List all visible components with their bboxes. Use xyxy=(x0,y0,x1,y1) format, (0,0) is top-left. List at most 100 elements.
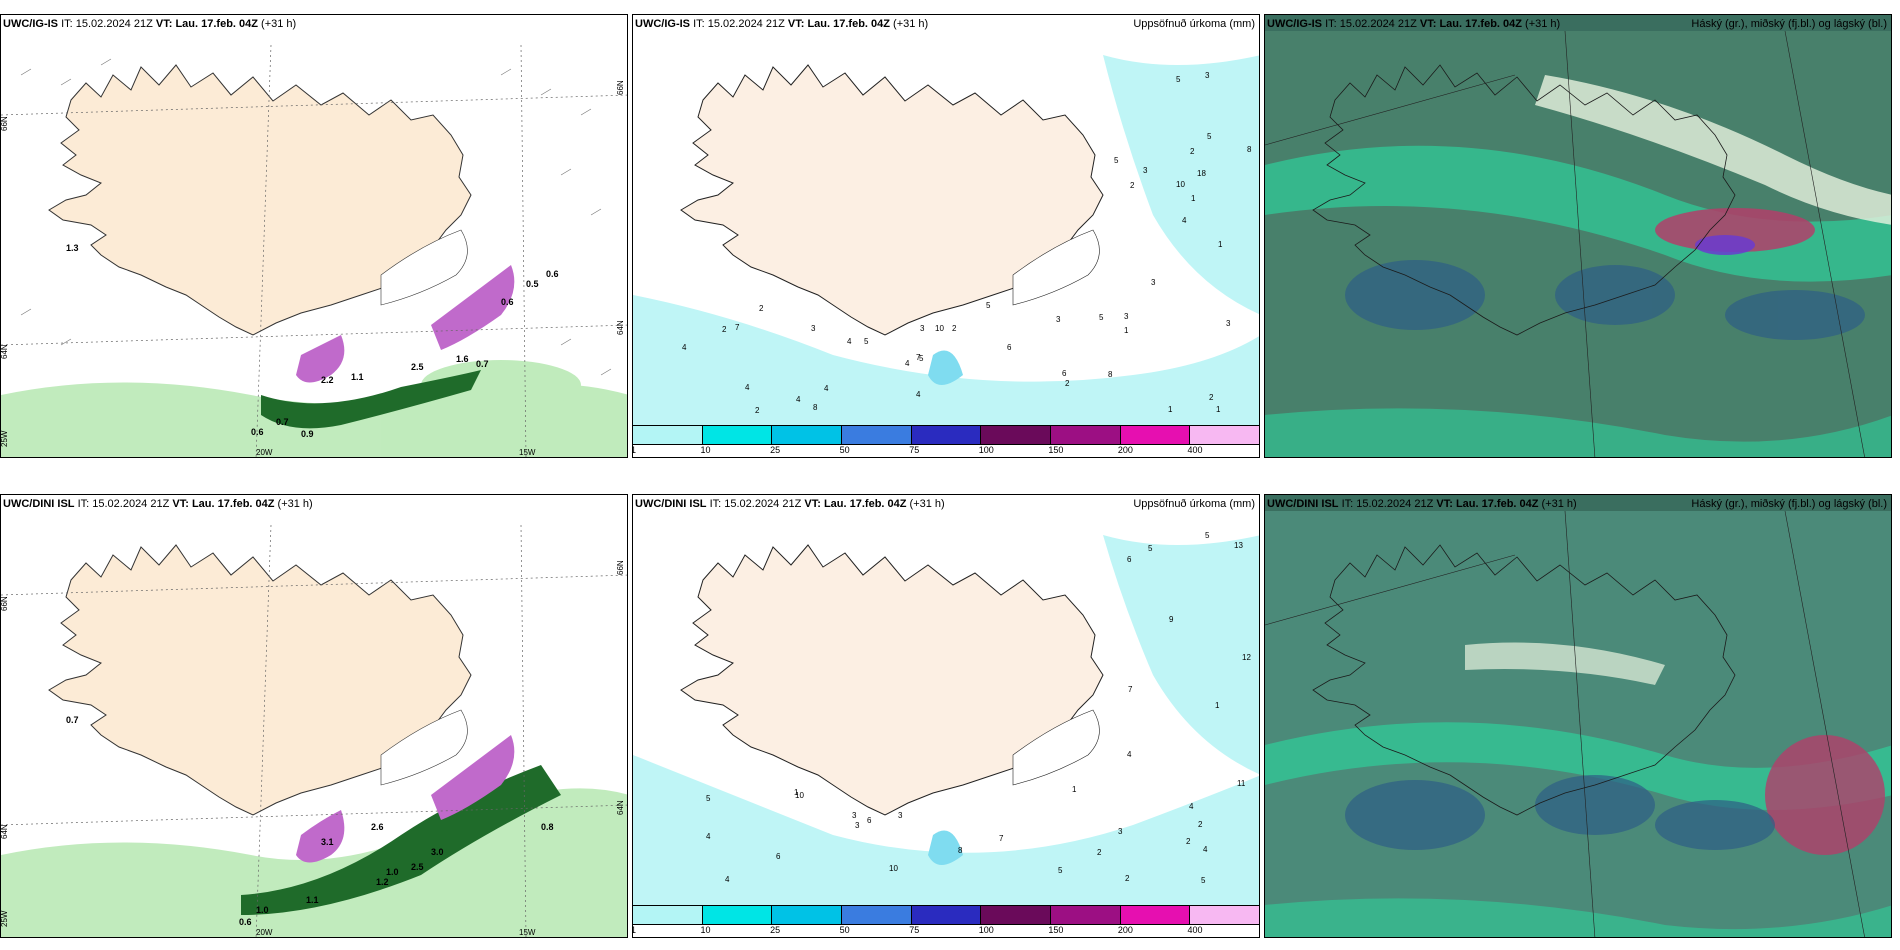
precip-value: 6 xyxy=(1007,343,1012,352)
precip-value: 2 xyxy=(952,324,957,333)
panel-wind-dini: UWC/DINI ISL IT: 15.02.2024 21Z VT: Lau.… xyxy=(0,494,628,938)
wind-value: 0.6 xyxy=(251,427,264,437)
colorbar-label: 10 xyxy=(700,445,711,455)
precip-map: 4253643231212345232451410188754687410353… xyxy=(633,55,1259,429)
colorbar-swatch xyxy=(981,426,1052,444)
wind-value: 0.9 xyxy=(301,429,314,439)
precip-value: 2 xyxy=(1065,379,1070,388)
cloud-map xyxy=(1265,30,1891,457)
precip-value: 4 xyxy=(1182,216,1187,225)
precip-value: 4 xyxy=(796,395,801,404)
wind-value: 0.7 xyxy=(66,715,79,725)
colorbar-labels: 1 10 25 50 75 100 150 200 400 xyxy=(633,445,1259,457)
precip-value: 5 xyxy=(1201,876,1206,885)
precip-value: 4 xyxy=(1127,750,1132,759)
panel-title: UWC/IG-IS IT: 15.02.2024 21Z VT: Lau. 17… xyxy=(3,18,297,30)
precip-value: 7 xyxy=(916,353,921,362)
precip-value: 2 xyxy=(1097,848,1102,857)
precip-value: 6 xyxy=(867,816,872,825)
precip-value: 3 xyxy=(852,811,857,820)
colorbar-labels: 1 10 25 50 75 100 150 200 400 xyxy=(633,925,1259,937)
panel-right-title: Háský (gr.), miðský (fj.bl.) og lágský (… xyxy=(1691,18,1887,30)
precip-value: 10 xyxy=(795,791,804,800)
precip-value: 2 xyxy=(1186,837,1191,846)
precip-value: 2 xyxy=(755,406,760,415)
precip-value: 5 xyxy=(1205,531,1210,540)
precip-value: 3 xyxy=(1124,312,1129,321)
colorbar-label: 25 xyxy=(770,445,781,455)
colorbar-swatch xyxy=(1051,906,1121,924)
lat-label: 64N xyxy=(1,344,9,359)
colorbar-swatch xyxy=(1051,426,1121,444)
precip-value: 3 xyxy=(1226,319,1231,328)
precip-value: 4 xyxy=(706,832,711,841)
precip-value: 4 xyxy=(905,359,910,368)
panel-title: UWC/DINI ISL IT: 15.02.2024 21Z VT: Lau.… xyxy=(635,498,945,510)
precip-value: 1 xyxy=(1168,405,1173,414)
colorbar-swatch xyxy=(911,426,982,444)
wind-map: 66N 64N 25W 20W 15W 66N 64N 1.3 0.7 0.6 … xyxy=(1,44,627,457)
wind-value: 0.6 xyxy=(501,297,514,307)
precip-value: 1 xyxy=(1216,405,1221,414)
panel-right-title: Uppsöfnuð úrkoma (mm) xyxy=(1133,498,1255,510)
precip-value: 8 xyxy=(813,403,818,412)
wind-value: 3.1 xyxy=(321,837,334,847)
precip-value: 4 xyxy=(824,384,829,393)
precip-value: 4 xyxy=(745,383,750,392)
panel-right-title: Háský (gr.), miðský (fj.bl.) og lágský (… xyxy=(1691,498,1887,510)
lon-label: 15W xyxy=(519,448,536,457)
colorbar-label: 150 xyxy=(1048,925,1064,935)
corner-label: 25W xyxy=(1,910,9,927)
precip-value: 5 xyxy=(706,794,711,803)
precip-value: 2 xyxy=(1125,874,1130,883)
precip-value: 1 xyxy=(1218,240,1223,249)
colorbar-label: 200 xyxy=(1117,925,1133,935)
precip-value: 5 xyxy=(1099,313,1104,322)
precip-value: 3 xyxy=(1056,315,1061,324)
colorbar-swatch xyxy=(1120,426,1191,444)
panel-title: UWC/IG-IS IT: 15.02.2024 21Z VT: Lau. 17… xyxy=(635,18,929,30)
colorbar-label: 75 xyxy=(909,925,920,935)
wind-value: 0.6 xyxy=(546,269,559,279)
panel-title: UWC/DINI ISL IT: 15.02.2024 21Z VT: Lau.… xyxy=(1267,498,1577,510)
wind-value: 1.3 xyxy=(66,243,79,253)
colorbar-swatch xyxy=(1190,906,1259,924)
precip-value: 5 xyxy=(1114,156,1119,165)
precip-value: 10 xyxy=(1176,180,1185,189)
precip-value: 5 xyxy=(1148,544,1153,553)
precip-value: 13 xyxy=(1234,541,1243,550)
lat-label-right: 64N xyxy=(616,800,625,815)
precip-value: 3 xyxy=(1118,827,1123,836)
precip-value: 8 xyxy=(958,846,963,855)
precip-value: 1 xyxy=(1124,326,1129,335)
colorbar-label: 400 xyxy=(1187,925,1203,935)
precip-value: 3 xyxy=(1205,71,1210,80)
precip-value: 5 xyxy=(986,301,991,310)
precip-value: 4 xyxy=(916,390,921,399)
wind-value: 3.0 xyxy=(431,847,444,857)
lat-label-right: 66N xyxy=(616,560,625,575)
wind-value: 0.7 xyxy=(276,417,289,427)
precip-value: 1 xyxy=(794,788,799,797)
wind-value: 2.6 xyxy=(371,822,384,832)
precip-value: 4 xyxy=(682,343,687,352)
lon-label: 20W xyxy=(256,928,273,937)
precip-value: 4 xyxy=(725,875,730,884)
precip-value: 18 xyxy=(1197,169,1206,178)
colorbar-label: 100 xyxy=(978,445,994,455)
wind-value: 2.5 xyxy=(411,362,424,372)
colorbar-swatch xyxy=(772,426,843,444)
precip-value: 3 xyxy=(920,324,925,333)
precip-value: 6 xyxy=(776,852,781,861)
colorbar xyxy=(633,905,1259,925)
wind-value: 0.5 xyxy=(526,279,539,289)
precip-value: 5 xyxy=(1176,75,1181,84)
wind-value: 2.5 xyxy=(411,862,424,872)
wind-map: 66N 64N 25W 20W 15W 66N 64N 0.7 0.6 1.0 … xyxy=(1,524,627,937)
wind-value: 1.2 xyxy=(376,877,389,887)
precip-value: 4 xyxy=(1203,845,1208,854)
precip-value: 6 xyxy=(1127,555,1132,564)
colorbar-label: 50 xyxy=(839,925,850,935)
precip-value: 9 xyxy=(1169,615,1174,624)
precip-value: 5 xyxy=(919,354,924,363)
